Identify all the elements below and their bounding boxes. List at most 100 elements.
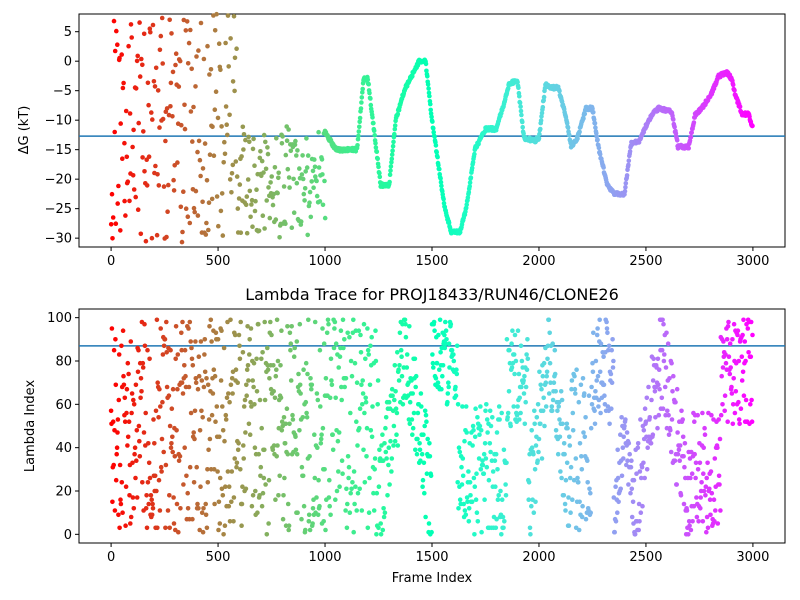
data-point: [568, 464, 574, 470]
data-point: [206, 417, 212, 422]
data-point: [502, 519, 507, 524]
x-tick-label: 500: [206, 550, 231, 565]
data-point: [609, 347, 614, 353]
free-energy-x-ticks: 0 500 1000 1500 2000 2500 3000: [107, 247, 769, 269]
data-point: [540, 373, 546, 379]
data-point: [522, 421, 528, 427]
data-point: [488, 423, 494, 429]
data-point: [731, 376, 736, 381]
data-point: [363, 395, 369, 401]
data-point: [207, 436, 213, 442]
data-point: [725, 324, 731, 329]
data-point: [382, 441, 387, 446]
data-point: [245, 363, 251, 368]
data-point: [557, 88, 562, 94]
data-point: [387, 179, 392, 185]
data-point: [380, 432, 385, 438]
data-point: [666, 432, 672, 438]
data-point: [688, 475, 693, 481]
data-point: [332, 326, 337, 331]
data-point: [431, 319, 437, 325]
data-point: [126, 43, 131, 49]
data-point: [246, 421, 252, 427]
data-point: [669, 360, 674, 366]
data-point: [631, 477, 637, 483]
data-point: [231, 495, 237, 500]
data-point: [656, 367, 662, 373]
data-point: [382, 510, 388, 515]
data-point: [483, 408, 488, 414]
data-point: [619, 473, 625, 479]
data-point: [315, 397, 321, 403]
data-point: [545, 356, 550, 362]
data-point: [299, 464, 305, 470]
data-point: [419, 451, 425, 457]
x-tick-label: 3000: [736, 254, 769, 269]
data-point: [680, 417, 685, 422]
free-energy-y-ticks: −30−25−20−15−10−505: [45, 25, 79, 247]
data-point: [561, 493, 567, 498]
data-point: [544, 369, 550, 375]
data-point: [588, 490, 593, 496]
data-point: [426, 521, 432, 526]
data-point: [299, 516, 304, 522]
data-point: [440, 363, 446, 368]
data-point: [598, 410, 603, 416]
data-point: [582, 391, 587, 396]
data-point: [124, 410, 129, 416]
data-point: [342, 337, 347, 342]
data-point: [348, 410, 353, 416]
data-point: [579, 467, 585, 472]
data-point: [140, 360, 146, 366]
data-point: [115, 42, 120, 47]
data-point: [244, 393, 249, 399]
data-point: [356, 133, 361, 139]
data-point: [375, 156, 381, 162]
data-point: [208, 67, 214, 72]
data-point: [629, 458, 634, 464]
data-point: [128, 514, 134, 520]
data-point: [648, 441, 654, 446]
data-point: [202, 369, 208, 375]
data-point: [726, 319, 731, 325]
data-point: [375, 378, 381, 383]
data-point: [161, 184, 167, 189]
data-point: [409, 417, 415, 422]
x-tick-label: 1500: [415, 254, 448, 269]
data-point: [373, 145, 379, 150]
data-point: [113, 337, 118, 342]
data-point: [397, 363, 402, 368]
data-point: [197, 157, 203, 163]
data-point: [469, 499, 475, 505]
data-point: [671, 117, 676, 122]
data-point: [247, 139, 252, 145]
data-point: [200, 529, 206, 535]
data-point: [212, 28, 218, 33]
data-point: [438, 350, 443, 355]
data-point: [692, 451, 697, 457]
data-point: [421, 432, 426, 438]
data-point: [360, 402, 365, 407]
data-point: [333, 341, 339, 347]
y-tick-label: 80: [55, 355, 72, 370]
data-point: [674, 138, 680, 143]
data-point: [251, 136, 256, 142]
data-point: [334, 488, 340, 494]
data-point: [460, 456, 466, 461]
data-point: [637, 469, 643, 474]
data-point: [344, 486, 349, 492]
data-point: [287, 421, 292, 427]
data-point: [441, 196, 446, 202]
data-point: [246, 134, 251, 140]
data-point: [145, 347, 150, 353]
data-point: [110, 215, 116, 220]
data-point: [323, 527, 328, 533]
data-point: [596, 145, 602, 151]
data-point: [708, 469, 714, 474]
data-point: [630, 499, 636, 505]
data-point: [652, 389, 658, 394]
data-point: [141, 31, 147, 37]
data-point: [516, 85, 521, 90]
data-point: [209, 196, 215, 202]
data-point: [629, 514, 635, 520]
